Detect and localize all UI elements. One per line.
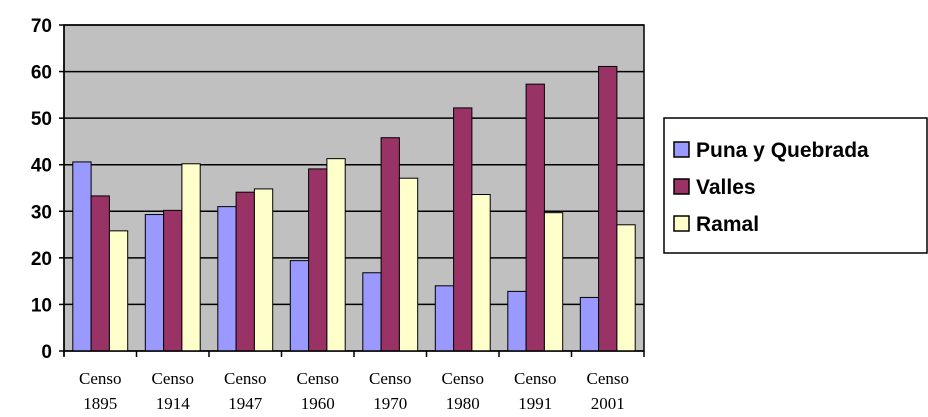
bar [108, 230, 129, 352]
bar [525, 83, 545, 352]
bar [543, 212, 564, 352]
bar [90, 195, 110, 352]
x-tick-label-line: 1960 [301, 394, 335, 413]
y-tick-label: 10 [31, 295, 52, 316]
x-tick-label-line: Censo [587, 369, 630, 388]
bar [579, 296, 600, 352]
x-tick-label-line: 2001 [591, 394, 625, 413]
y-tick-label: 70 [31, 16, 52, 37]
x-tick-label-line: 1980 [446, 394, 480, 413]
y-tick-label: 40 [31, 156, 52, 177]
legend-swatch [673, 178, 690, 195]
x-tick-label: Censo 1947 [224, 369, 267, 413]
x-tick-label: Censo 1980 [442, 369, 485, 413]
x-tick-label-line: Censo [442, 369, 485, 388]
x-tick-label-line: 1914 [156, 394, 191, 413]
bar [434, 285, 455, 352]
bar [326, 158, 346, 352]
legend-label: Ramal [696, 213, 759, 236]
bar [362, 272, 382, 352]
axes [59, 24, 645, 357]
x-tick-label-line: Censo [514, 369, 557, 388]
x-tick-label-line: 1895 [83, 394, 117, 413]
bar [380, 137, 400, 352]
x-tick-label-line: Censo [152, 369, 195, 388]
bar [144, 214, 165, 352]
bar [163, 209, 183, 352]
bar [616, 224, 636, 352]
x-tick-label-line: Censo [224, 369, 267, 388]
legend-swatch [673, 215, 690, 232]
y-tick-label: 60 [31, 63, 52, 84]
bar [308, 168, 328, 352]
bar [471, 194, 491, 352]
bar [235, 191, 255, 352]
x-tick-label: Censo 1914 [152, 369, 195, 413]
bar [181, 163, 201, 352]
x-tick-label-line: Censo [297, 369, 340, 388]
y-tick-label: 30 [31, 202, 52, 223]
bar [72, 161, 92, 352]
y-axis-tick-labels: 0 10 20 30 40 50 60 70 [31, 16, 52, 363]
x-tick-label-line: 1991 [518, 394, 552, 413]
x-tick-label: Censo 1970 [369, 369, 412, 413]
x-tick-label: Censo 2001 [587, 369, 630, 413]
legend-box [663, 117, 928, 254]
bar [453, 107, 473, 352]
y-tick-label: 50 [31, 109, 52, 130]
bars [72, 65, 636, 352]
y-tick-label: 0 [41, 342, 52, 363]
x-tick-label-line: Censo [79, 369, 122, 388]
x-tick-label-line: 1970 [373, 394, 407, 413]
x-tick-label: Censo 1960 [297, 369, 340, 413]
x-tick-label-line: Censo [369, 369, 412, 388]
x-tick-label: Censo 1991 [514, 369, 557, 413]
legend-label: Puna y Quebrada [696, 139, 869, 162]
legend-swatch [673, 141, 690, 158]
x-tick-label: Censo 1895 [79, 369, 122, 413]
bar [598, 65, 618, 352]
bar [398, 177, 419, 352]
y-tick-label: 20 [31, 249, 52, 270]
bar [289, 260, 310, 352]
bar [253, 188, 274, 352]
legend: Puna y Quebrada Valles Ramal [663, 117, 928, 254]
bar [507, 290, 527, 352]
bar [217, 206, 237, 352]
legend-label: Valles [696, 176, 756, 199]
x-tick-label-line: 1947 [228, 394, 263, 413]
